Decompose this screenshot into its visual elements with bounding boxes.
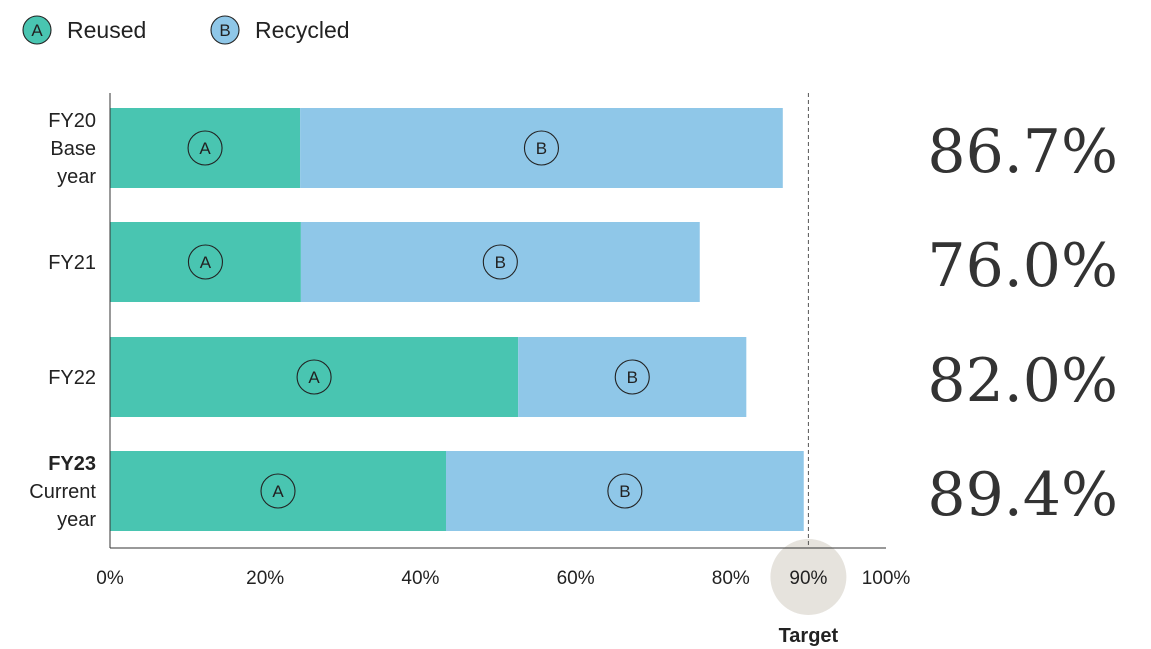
x-tick-label-5: 100%: [862, 568, 911, 589]
category-label-3-0: FY23: [48, 453, 96, 475]
bar-badge-recycled-0-letter: B: [536, 139, 547, 158]
x-tick-label-1: 20%: [246, 568, 284, 589]
category-label-0-2: year: [57, 166, 96, 188]
bar-badge-reused-1-circle: [187, 244, 223, 280]
category-label-2-0: FY22: [48, 367, 96, 389]
x-tick-label-2: 40%: [401, 568, 439, 589]
total-value-0: 86.7%: [927, 117, 1118, 187]
x-tick-label-3: 60%: [557, 568, 595, 589]
total-value-3: 89.4%: [927, 460, 1118, 530]
x-tick-label-0: 0%: [96, 568, 124, 589]
category-label-3-2: year: [57, 509, 96, 531]
legend-label-recycled: Recycled: [255, 17, 350, 43]
bar-badge-reused-0-circle: [187, 130, 223, 166]
bar-badge-recycled-1-circle: [482, 244, 518, 280]
legend-badge-reused-letter: A: [31, 21, 43, 40]
bar-badge-recycled-2-letter: B: [627, 368, 638, 387]
target-value-label: 90%: [789, 568, 827, 589]
bar-badge-reused-1-letter: A: [200, 253, 212, 272]
category-label-3-1: Current: [29, 481, 96, 503]
total-value-1: 76.0%: [927, 231, 1118, 301]
legend-label-reused: Reused: [67, 17, 146, 43]
bar-badge-recycled-0-circle: [523, 130, 560, 166]
bar-badge-recycled-3-letter: B: [619, 482, 630, 501]
legend-badge-recycled-letter: B: [219, 21, 230, 40]
category-label-0-0: FY20: [48, 110, 96, 132]
total-value-2: 82.0%: [927, 346, 1118, 416]
bar-badge-recycled-3-circle: [607, 473, 643, 509]
bar-badge-reused-0-letter: A: [199, 139, 211, 158]
legend-badge-reused-circle: [22, 15, 52, 45]
bar-badge-reused-2-letter: A: [308, 368, 320, 387]
category-label-0-1: Base: [50, 138, 96, 160]
bar-badge-recycled-2-circle: [614, 359, 650, 395]
x-tick-label-4: 80%: [712, 568, 750, 589]
bar-badge-recycled-1-letter: B: [495, 253, 506, 272]
bar-badge-reused-3-circle: [260, 473, 296, 509]
target-caption: Target: [779, 625, 839, 647]
legend-badge-recycled-circle: [210, 15, 240, 45]
bar-badge-reused-2-circle: [296, 359, 332, 395]
bar-badge-reused-3-letter: A: [272, 482, 284, 501]
target-circle: [770, 539, 847, 615]
category-label-1-0: FY21: [48, 252, 96, 274]
